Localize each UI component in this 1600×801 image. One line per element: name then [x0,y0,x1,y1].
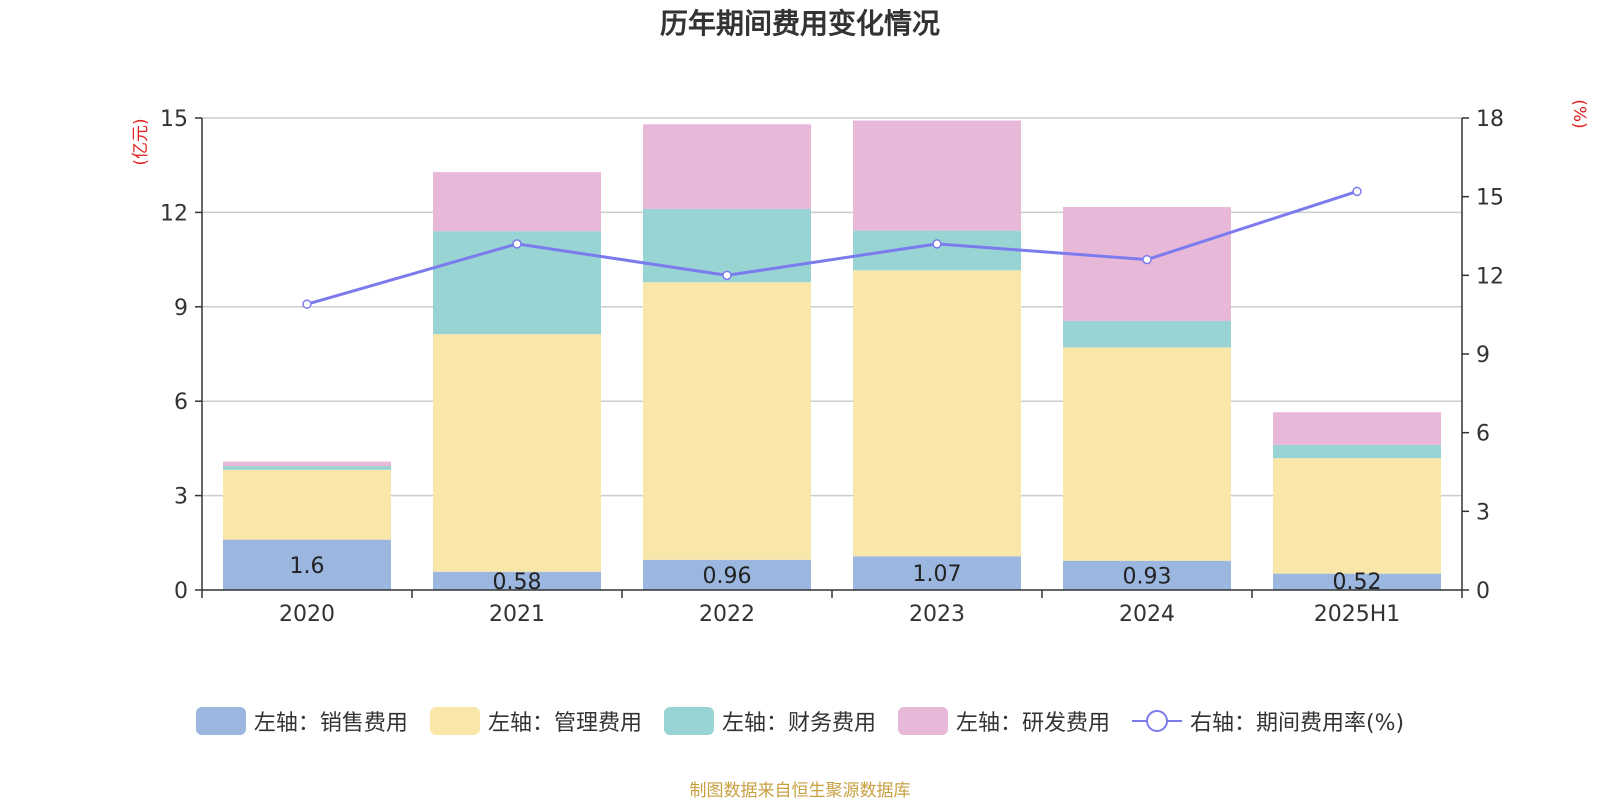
bar-admin-2024 [1063,347,1231,561]
legend-label-rd: 左轴：研发费用 [955,711,1110,736]
bar-admin-2025H1 [1273,458,1441,574]
x-tick-label-2024: 2024 [1119,602,1175,627]
bar-stacks [223,120,1441,590]
legend-item-finance[interactable]: 左轴：财务费用 [663,705,876,737]
bar-sales-2025H1 [1273,573,1441,590]
left-tick-label: 6 [174,390,188,415]
legend-swatch-sales [195,707,246,735]
legend-item-admin[interactable]: 左轴：管理费用 [429,705,642,737]
rate-point-2024 [1142,254,1152,265]
chart-title: 历年期间费用变化情况 [659,7,940,40]
legend-swatch-finance [663,707,714,735]
legend-item-rate[interactable]: 右轴：期间费用率(%) [1131,705,1405,737]
right-tick-label: 0 [1476,579,1490,604]
data-label-2021: 0.58 [493,570,542,595]
rate-point-2021 [512,239,522,249]
rate-point-2023 [932,239,942,249]
x-tick-label-2021: 2021 [489,602,545,627]
bar-rd-2020 [223,461,391,467]
right-tick-label: 18 [1476,107,1504,132]
bar-sales-2023 [853,556,1021,590]
bar-rd-2021 [433,172,601,232]
right-axis-unit: (%) [1569,99,1589,128]
bar-rd-2022 [643,124,811,209]
rate-line [306,189,1358,306]
legend-label-sales: 左轴：销售费用 [253,711,408,736]
left-axis-unit: (亿元) [131,118,151,165]
right-tick-label: 15 [1476,186,1504,211]
source-note: 制图数据来自恒生聚源数据库 [689,781,911,801]
bar-finance-2022 [643,208,811,283]
bar-finance-2025H1 [1273,444,1441,459]
axes: 0 3 6 9 12 15 0 3 6 9 12 15 18 2020 2021 2022 2023 2024 20… [160,107,1504,627]
legend-swatch-admin [429,707,480,735]
data-label-2020: 1.6 [290,554,325,579]
data-labels: 1.6 0.58 0.96 1.07 0.93 0.52 [290,554,1382,595]
legend-line-marker-icon [1131,707,1182,735]
bar-finance-2023 [853,230,1021,271]
legend-label-admin: 左轴：管理费用 [487,711,642,736]
data-label-2025H1: 0.52 [1333,570,1382,595]
grid-lines [202,117,1462,497]
bar-admin-2020 [223,469,391,540]
rate-point-2020 [302,299,312,309]
right-tick-label: 6 [1476,422,1490,447]
right-tick-label: 3 [1476,500,1490,525]
legend: 左轴：销售费用 左轴：管理费用 左轴：财务费用 左轴：研发费用 右轴：期间费用率… [0,704,1600,738]
legend-swatch-rd [897,707,948,735]
data-label-2022: 0.96 [703,564,752,589]
rate-point-2025H1 [1352,186,1362,197]
left-tick-label: 0 [174,579,188,604]
bar-sales-2021 [433,571,601,590]
data-label-2023: 1.07 [913,562,962,587]
rate-point-2022 [722,270,732,281]
x-tick-label-2025H1: 2025H1 [1314,602,1401,627]
bar-finance-2020 [223,466,391,470]
bar-sales-2024 [1063,560,1231,590]
legend-item-sales[interactable]: 左轴：销售费用 [195,705,408,737]
bar-finance-2024 [1063,320,1231,348]
bar-admin-2022 [643,282,811,560]
left-tick-label: 9 [174,296,188,321]
left-tick-label: 3 [174,485,188,510]
data-label-2024: 0.93 [1123,564,1172,589]
left-tick-label: 12 [160,201,188,226]
bar-admin-2023 [853,270,1021,557]
x-tick-label-2022: 2022 [699,602,755,627]
x-tick-label-2020: 2020 [279,602,335,627]
legend-item-rd[interactable]: 左轴：研发费用 [897,705,1110,737]
left-tick-label: 15 [160,107,188,132]
bar-rd-2025H1 [1273,412,1441,445]
right-tick-label: 9 [1476,343,1490,368]
bar-sales-2022 [643,559,811,590]
legend-label-finance: 左轴：财务费用 [721,711,876,736]
x-tick-label-2023: 2023 [909,602,965,627]
legend-label-rate: 右轴：期间费用率(%) [1189,711,1405,736]
right-tick-label: 12 [1476,264,1504,289]
bar-admin-2021 [433,334,601,572]
bar-rd-2023 [853,120,1021,231]
bar-sales-2020 [223,539,391,590]
rate-line-layer [302,186,1362,309]
